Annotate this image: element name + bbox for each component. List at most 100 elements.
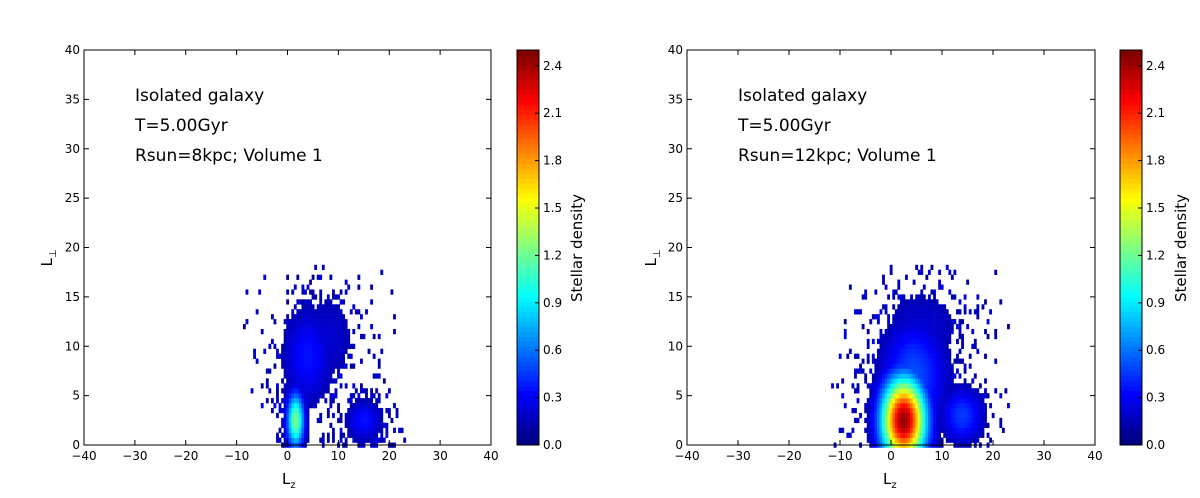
heatmap-cell [293,412,297,419]
heatmap-cell [387,407,391,414]
heatmap-cell [876,412,880,419]
heatmap-cell [930,407,934,414]
heatmap-cell [304,378,307,384]
heatmap-cell [869,437,873,443]
heatmap-cell [293,417,297,424]
heatmap-cell [899,412,903,419]
x-axis-label-sub-right: z [891,480,896,491]
heatmap-cell [276,393,279,399]
heatmap-cell [961,319,964,325]
heatmap-cell [927,363,931,369]
heatmap-cell [935,432,939,438]
heatmap-cell [897,373,901,379]
heatmap-cell [968,398,972,404]
heatmap-cell [375,388,379,394]
heatmap-cell [925,338,929,345]
heatmap-cell [910,314,913,320]
heatmap-cell [260,383,264,389]
heatmap-cell [925,383,929,389]
heatmap-cell [329,274,333,280]
heatmap-cell [953,407,957,414]
heatmap-cell [897,279,901,285]
heatmap-cell [286,373,290,379]
heatmap-cell [329,398,333,404]
x-tick-label: 40 [1087,449,1102,463]
heatmap-cell [321,373,325,379]
heatmap-cell [255,358,259,364]
heatmap-cell [945,378,949,384]
heatmap-cell [349,422,353,429]
heatmap-cell [894,319,898,325]
heatmap-cell [306,363,310,369]
heatmap-cell [897,437,901,443]
heatmap-cell [288,343,292,350]
heatmap-cell [876,393,880,399]
heatmap-cell [917,294,921,300]
heatmap-cell [339,314,343,320]
heatmap-cell [892,314,896,320]
heatmap-cell [841,427,845,433]
heatmap-cell [930,314,934,320]
heatmap-cell [321,393,325,399]
heatmap-cell [945,373,949,379]
heatmap-cell [357,437,361,443]
heatmap-cell [935,314,939,320]
heatmap-cell [347,328,351,335]
heatmap-cell [879,403,883,409]
heatmap-cell [370,432,374,438]
heatmap-cell [306,314,310,320]
heatmap-cell [843,328,847,335]
heatmap-cell [950,373,954,379]
colorbar-segment [1120,351,1142,357]
heatmap-cell [281,348,284,354]
heatmap-cell [882,388,885,394]
heatmap-cell [848,284,852,290]
heatmap-cell [976,348,980,354]
heatmap-cell [943,368,947,374]
heatmap-cell [296,422,300,429]
heatmap-cell [912,432,916,438]
heatmap-cell [311,383,315,389]
heatmap-cell [314,264,318,271]
heatmap-cell [344,289,348,295]
heatmap-cell [311,358,315,364]
heatmap-cell [316,368,320,374]
heatmap-cell [948,348,952,354]
heatmap-cell [948,358,952,364]
heatmap-cell [831,383,834,389]
heatmap-cell [884,407,888,414]
heatmap-cell [859,309,862,315]
heatmap-cell [984,407,987,414]
heatmap-cell [899,383,903,389]
heatmap-cell [894,427,898,433]
heatmap-cell [897,348,901,354]
heatmap-cell [278,407,282,414]
heatmap-cell [907,422,911,429]
heatmap-cell [933,373,936,379]
heatmap-cell [334,378,338,384]
heatmap-cell [920,378,924,384]
heatmap-cell [950,403,954,409]
heatmap-cell [869,422,873,429]
heatmap-cell [917,333,921,340]
heatmap-cell [866,422,870,429]
colorbar-segment [517,262,539,268]
heatmap-cell [357,432,361,438]
heatmap-cell [296,343,300,350]
heatmap-cell [352,437,356,443]
heatmap-cell [861,294,865,300]
heatmap-cell [889,383,893,389]
y-tick-label: 35 [668,92,683,106]
heatmap-cell [902,427,906,433]
y-tick-label: 30 [668,142,683,156]
heatmap-cell [910,383,913,389]
heatmap-cell [973,393,977,399]
heatmap-cell [905,274,908,280]
heatmap-cell [864,427,868,433]
heatmap-cell [943,427,947,433]
heatmap-cell [973,412,977,419]
heatmap-cell [848,348,852,354]
heatmap-cell [874,388,878,394]
colorbar-segment [517,64,539,71]
annotation-time-right: T=5.00Gyr [737,116,831,136]
